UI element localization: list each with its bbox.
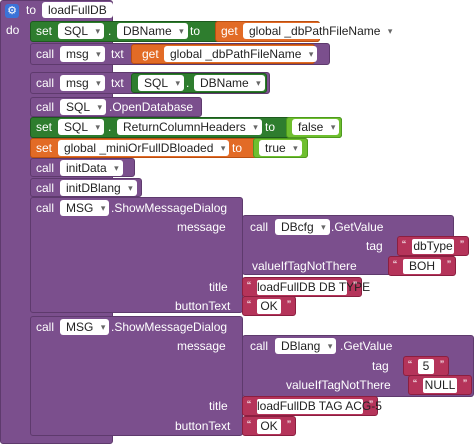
quote-icon: ” <box>447 258 451 272</box>
boolean-dropdown[interactable]: true <box>259 140 302 156</box>
quote-icon: “ <box>247 279 251 293</box>
component-dropdown[interactable]: MSG <box>60 319 110 335</box>
quote-icon: ” <box>463 377 467 391</box>
variable-dropdown[interactable]: global _dbPathFileName <box>164 46 318 62</box>
set-keyword: set <box>36 120 53 134</box>
gear-icon[interactable]: ⚙ <box>5 4 19 18</box>
text-value[interactable]: loadFullDB TAG ACG-5 <box>257 399 382 414</box>
call-keyword: call <box>250 339 269 353</box>
quote-icon: “ <box>393 258 397 272</box>
title-label: title <box>209 280 228 294</box>
text-block[interactable]: “ 5 ” <box>403 356 449 376</box>
method-label: .ShowMessageDialog <box>111 201 228 215</box>
call-msg-showmessagedialog-block[interactable] <box>30 316 243 436</box>
do-label: do <box>6 23 20 37</box>
quote-icon: “ <box>247 418 251 432</box>
call-keyword: call <box>36 100 55 114</box>
component-dropdown[interactable]: DBcfg <box>275 219 330 235</box>
dot-separator: . <box>108 24 112 38</box>
call-keyword: call <box>250 220 269 234</box>
valueiftagnotthere-label: valueIfTagNotThere <box>252 259 357 273</box>
text-block[interactable]: “ BOH ” <box>388 256 456 276</box>
call-keyword: call <box>36 76 55 90</box>
quote-icon: ” <box>440 358 444 372</box>
component-dropdown[interactable]: MSG <box>60 200 110 216</box>
text-block[interactable]: “ dbType ” <box>397 236 469 256</box>
component-dropdown[interactable]: SQL <box>138 75 185 91</box>
call-keyword: call <box>36 320 55 334</box>
text-value[interactable]: 5 <box>418 359 434 374</box>
call-keyword: call <box>36 161 55 175</box>
to-keyword: to <box>265 120 276 134</box>
procedure-dropdown[interactable]: initData <box>60 160 123 176</box>
procedure-name[interactable]: loadFullDB <box>42 2 113 18</box>
get-keyword: get <box>221 24 238 38</box>
text-block[interactable]: “ NULL ” <box>408 375 472 395</box>
component-dropdown[interactable]: SQL <box>60 99 107 115</box>
tag-label: tag <box>372 359 389 373</box>
quote-icon: “ <box>408 358 412 372</box>
txt-label: txt <box>111 47 124 61</box>
property-dropdown[interactable]: DBName <box>194 75 265 91</box>
dot-separator: . <box>108 120 112 134</box>
text-block[interactable]: “ OK ” <box>242 416 296 436</box>
method-label: .ShowMessageDialog <box>111 320 228 334</box>
text-value[interactable]: loadFullDB DB TYPE <box>257 280 371 295</box>
quote-icon: “ <box>402 238 406 252</box>
component-dropdown[interactable]: msg <box>60 75 105 91</box>
get-keyword: get <box>142 47 159 61</box>
call-keyword: call <box>36 181 55 195</box>
set-keyword: set <box>36 24 53 38</box>
title-label: title <box>209 399 228 413</box>
quote-icon: ” <box>369 398 373 412</box>
valueiftagnotthere-label: valueIfTagNotThere <box>286 378 391 392</box>
method-label: .GetValue <box>331 220 384 234</box>
tag-label: tag <box>366 239 383 253</box>
quote-icon: “ <box>247 398 251 412</box>
quote-icon: ” <box>287 298 291 312</box>
call-keyword: call <box>36 201 55 215</box>
call-keyword: call <box>36 47 55 61</box>
text-value[interactable]: OK <box>257 299 281 314</box>
txt-label: txt <box>111 76 124 90</box>
text-block[interactable]: “ loadFullDB TAG ACG-5 ” <box>242 396 382 416</box>
text-value[interactable]: NULL <box>423 378 457 393</box>
to-keyword: to <box>190 24 201 38</box>
method-label: .GetValue <box>340 339 393 353</box>
message-label: message <box>177 339 226 353</box>
procedure-keyword: to <box>26 3 37 17</box>
text-block[interactable]: “ OK ” <box>242 296 296 316</box>
buttontext-label: buttonText <box>175 419 231 433</box>
component-dropdown[interactable]: msg <box>60 46 105 62</box>
property-dropdown[interactable]: ReturnColumnHeaders <box>117 119 262 135</box>
method-label: .OpenDatabase <box>109 100 194 114</box>
component-dropdown[interactable]: SQL <box>58 119 105 135</box>
component-dropdown[interactable]: DBlang <box>275 338 337 354</box>
buttontext-label: buttonText <box>175 299 231 313</box>
to-keyword: to <box>232 141 243 155</box>
quote-icon: ” <box>353 279 357 293</box>
variable-dropdown[interactable]: global _dbPathFileName <box>243 23 397 39</box>
text-value[interactable]: BOH <box>403 259 441 274</box>
property-dropdown[interactable]: DBName <box>117 23 188 39</box>
variable-dropdown[interactable]: global _miniOrFullDBloaded <box>58 140 230 156</box>
dot-separator: . <box>186 76 190 90</box>
quote-icon: ” <box>460 238 464 252</box>
set-keyword: set <box>36 141 53 155</box>
component-dropdown[interactable]: SQL <box>58 23 105 39</box>
quote-icon: “ <box>413 377 417 391</box>
text-value[interactable]: OK <box>257 419 281 434</box>
quote-icon: ” <box>287 418 291 432</box>
message-label: message <box>177 220 226 234</box>
procedure-dropdown[interactable]: initDBlang <box>60 180 137 196</box>
quote-icon: “ <box>247 298 251 312</box>
text-value[interactable]: dbType <box>412 239 454 254</box>
text-block[interactable]: “ loadFullDB DB TYPE ” <box>242 277 371 297</box>
boolean-dropdown[interactable]: false <box>292 119 340 135</box>
